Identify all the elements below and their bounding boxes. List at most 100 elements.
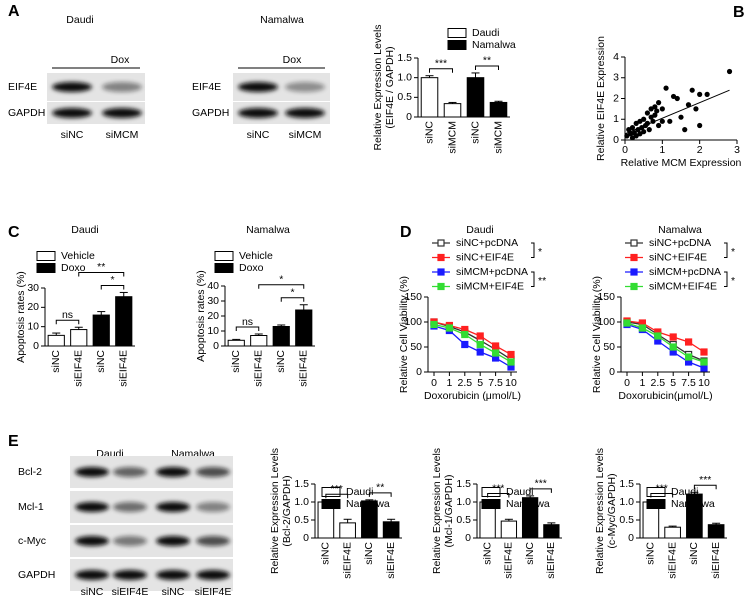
point <box>685 102 692 108</box>
point <box>507 358 515 366</box>
point <box>678 114 684 120</box>
point <box>445 324 453 332</box>
row-label: Bcl-2 <box>18 466 42 478</box>
significance-bracket <box>531 242 535 258</box>
point <box>693 106 699 112</box>
y-tick-label: 0 <box>213 340 219 352</box>
point <box>638 324 647 332</box>
significance-label: * <box>538 246 542 258</box>
y-axis-label: Relative Expression Levels <box>594 448 606 574</box>
legend-swatch <box>646 487 666 497</box>
x-tick-label: siNC <box>363 542 375 565</box>
significance-label: *** <box>492 482 504 494</box>
x-tick-label: 10 <box>698 377 710 389</box>
legend-swatch <box>481 487 501 497</box>
x-tick-label: siEIF4E <box>666 542 678 579</box>
significance-bracket <box>78 271 125 277</box>
legend-marker <box>437 268 445 276</box>
bar <box>664 526 681 539</box>
y-axis-label: Apoptosis rates (%) <box>195 270 207 362</box>
legend-label: siMCM+EIF4E <box>649 280 717 292</box>
y-tick-label: 0 <box>416 366 422 378</box>
significance-bracket <box>429 68 453 73</box>
legend-label: Namalwa <box>671 498 715 510</box>
legend-marker <box>437 253 445 262</box>
significance-label: * <box>731 275 735 287</box>
significance-bracket <box>724 271 728 287</box>
x-tick-label: siEIF4E <box>118 350 130 387</box>
y-tick-label: 100 <box>597 316 615 328</box>
point <box>656 122 662 129</box>
legend-label: Vehicle <box>239 250 273 262</box>
bar <box>489 101 508 118</box>
bar <box>521 497 539 539</box>
legend-label: siMCM+pcDNA <box>456 266 528 278</box>
x-tick-label: siNC <box>469 121 481 144</box>
significance-label: * <box>290 287 294 299</box>
bar <box>361 500 378 539</box>
legend-label: Vehicle <box>61 250 95 262</box>
y-tick-label: 4 <box>613 51 619 63</box>
point <box>492 342 500 350</box>
point <box>623 319 631 327</box>
y-axis-label: (EIF4E / GAPDH) <box>384 46 396 128</box>
significance-bracket <box>325 493 349 499</box>
y-tick-label: 20 <box>27 301 39 313</box>
significance-label: *** <box>699 474 711 486</box>
point <box>700 358 708 366</box>
significance-bracket <box>235 326 260 331</box>
blot-band <box>113 536 147 546</box>
x-tick-label: siMCM <box>446 121 458 154</box>
row-label: EIF4E <box>8 81 37 93</box>
bar <box>466 77 485 118</box>
legend-marker <box>630 253 638 262</box>
point <box>697 122 703 129</box>
point <box>697 91 703 97</box>
y-tick-label: 0.5 <box>456 514 471 526</box>
x-tick-label: 1 <box>659 144 665 156</box>
blot-band <box>52 82 92 92</box>
point <box>659 118 665 124</box>
y-tick-label: 1.5 <box>294 478 309 490</box>
lane-label: siEIF4E <box>112 586 149 598</box>
x-tick-label: siEIF4E <box>73 350 85 387</box>
legend-label: siNC+EIF4E <box>456 251 514 263</box>
blot-band <box>156 536 190 546</box>
bar <box>272 326 290 347</box>
point <box>656 100 662 106</box>
legend-swatch <box>321 487 341 497</box>
point <box>682 127 688 133</box>
significance-label: ns <box>62 309 73 321</box>
y-tick-label: 10 <box>27 320 39 332</box>
y-tick-label: 0.5 <box>619 514 634 526</box>
legend-swatch <box>646 499 666 509</box>
legend-swatch <box>447 28 467 38</box>
blot-band <box>196 570 230 580</box>
blot-band <box>285 82 325 92</box>
blot-band <box>52 108 92 118</box>
point <box>646 127 652 133</box>
blot-title: Daudi <box>66 14 93 26</box>
x-tick-label: 0 <box>431 377 437 389</box>
y-tick-label: 0 <box>406 111 412 123</box>
legend-label: Namalwa <box>346 498 390 510</box>
point <box>461 330 469 339</box>
point <box>684 338 693 346</box>
legend-label: siMCM+pcDNA <box>649 266 721 278</box>
lane-label: siMCM <box>289 129 322 141</box>
x-tick-label: siNC <box>50 350 62 373</box>
x-tick-label: 10 <box>505 377 517 389</box>
x-tick-label: 1 <box>446 377 452 389</box>
panel-letter: B <box>733 4 745 21</box>
legend-label: Doxo <box>239 262 264 274</box>
y-axis-label: (Mcl-1/GAPDH) <box>443 475 455 548</box>
significance-bracket <box>693 484 717 490</box>
x-tick-label: 2.5 <box>650 377 665 389</box>
legend-marker <box>437 282 445 291</box>
point <box>654 332 662 340</box>
legend-label: Daudi <box>346 486 373 498</box>
significance-bracket <box>258 284 305 289</box>
x-tick-label: siEIF4E <box>503 542 515 579</box>
x-tick-label: siNC <box>481 542 493 565</box>
y-axis-label: (c-Myc/GAPDH) <box>606 473 618 548</box>
